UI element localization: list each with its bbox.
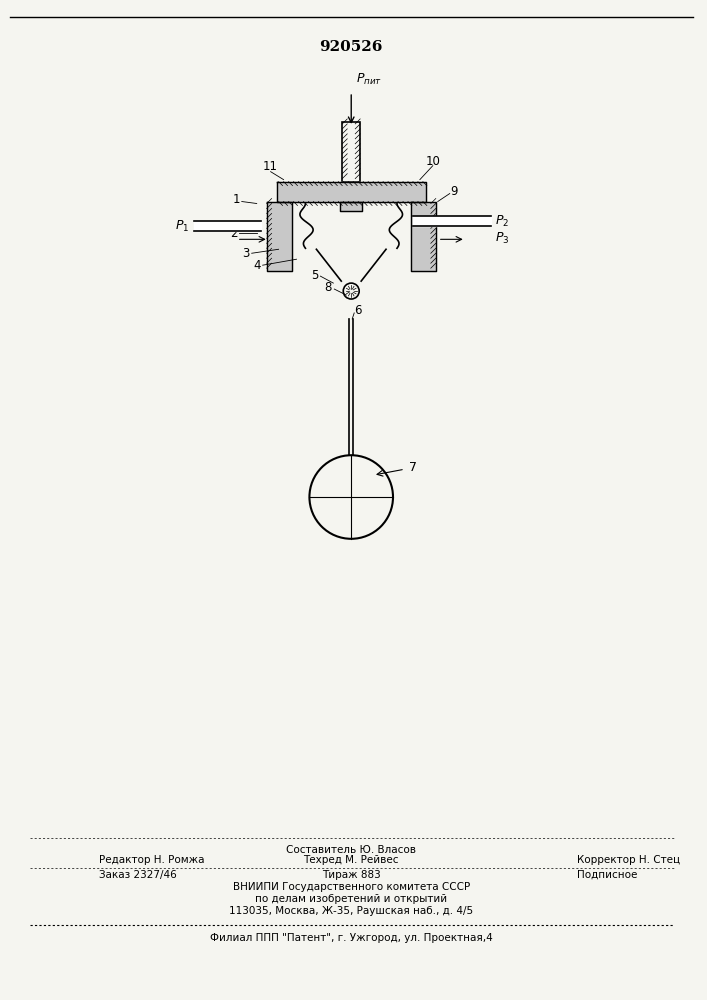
Bar bbox=[342, 122, 360, 182]
Polygon shape bbox=[276, 182, 426, 211]
Text: ВНИИПИ Государственного комитета СССР: ВНИИПИ Государственного комитета СССР bbox=[233, 882, 470, 892]
Text: 1: 1 bbox=[233, 193, 240, 206]
Text: 113035, Москва, Ж-35, Раушская наб., д. 4/5: 113035, Москва, Ж-35, Раушская наб., д. … bbox=[229, 906, 473, 916]
Text: 6: 6 bbox=[354, 304, 362, 317]
Text: $P_{пит}$: $P_{пит}$ bbox=[356, 72, 382, 87]
Text: 4: 4 bbox=[253, 259, 260, 272]
Text: 5: 5 bbox=[310, 269, 318, 282]
Text: Составитель Ю. Власов: Составитель Ю. Власов bbox=[286, 845, 416, 855]
Text: Редактор Н. Ромжа: Редактор Н. Ромжа bbox=[100, 855, 205, 865]
Text: Тираж 883: Тираж 883 bbox=[322, 870, 380, 880]
Text: 7: 7 bbox=[409, 461, 417, 474]
Text: $P_3$: $P_3$ bbox=[496, 231, 510, 246]
Text: 920526: 920526 bbox=[320, 40, 383, 54]
Polygon shape bbox=[413, 216, 491, 226]
Text: Подписное: Подписное bbox=[577, 870, 638, 880]
Text: $P_1$: $P_1$ bbox=[175, 219, 189, 234]
Polygon shape bbox=[411, 202, 436, 271]
Text: 11: 11 bbox=[263, 160, 278, 173]
Text: 9: 9 bbox=[450, 185, 457, 198]
Text: 10: 10 bbox=[426, 155, 440, 168]
Polygon shape bbox=[194, 221, 261, 231]
Text: Филиал ППП "Патент", г. Ужгород, ул. Проектная,4: Филиал ППП "Патент", г. Ужгород, ул. Про… bbox=[210, 933, 493, 943]
Text: 3: 3 bbox=[242, 247, 250, 260]
Text: по делам изобретений и открытий: по делам изобретений и открытий bbox=[255, 894, 448, 904]
Text: Техред М. Рейвес: Техред М. Рейвес bbox=[303, 855, 399, 865]
Text: Заказ 2327/46: Заказ 2327/46 bbox=[100, 870, 177, 880]
Text: Корректор Н. Стец: Корректор Н. Стец bbox=[577, 855, 680, 865]
Text: 8: 8 bbox=[325, 281, 332, 294]
Text: 2: 2 bbox=[230, 227, 238, 240]
Text: $P_2$: $P_2$ bbox=[496, 214, 510, 229]
Polygon shape bbox=[267, 202, 291, 271]
